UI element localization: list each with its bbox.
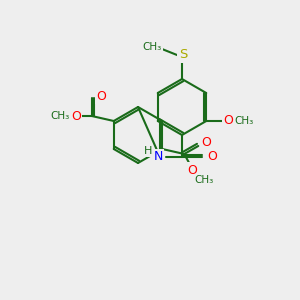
Text: CH₃: CH₃ bbox=[195, 175, 214, 185]
Text: N: N bbox=[153, 151, 163, 164]
Text: CH₃: CH₃ bbox=[235, 116, 254, 126]
Text: O: O bbox=[96, 89, 106, 103]
Text: O: O bbox=[71, 110, 81, 122]
Text: O: O bbox=[223, 115, 233, 128]
Text: O: O bbox=[187, 164, 197, 176]
Text: S: S bbox=[179, 49, 187, 62]
Text: CH₃: CH₃ bbox=[50, 111, 69, 121]
Text: O: O bbox=[207, 151, 217, 164]
Text: CH₃: CH₃ bbox=[142, 42, 162, 52]
Text: O: O bbox=[201, 136, 211, 149]
Text: H: H bbox=[144, 146, 152, 156]
